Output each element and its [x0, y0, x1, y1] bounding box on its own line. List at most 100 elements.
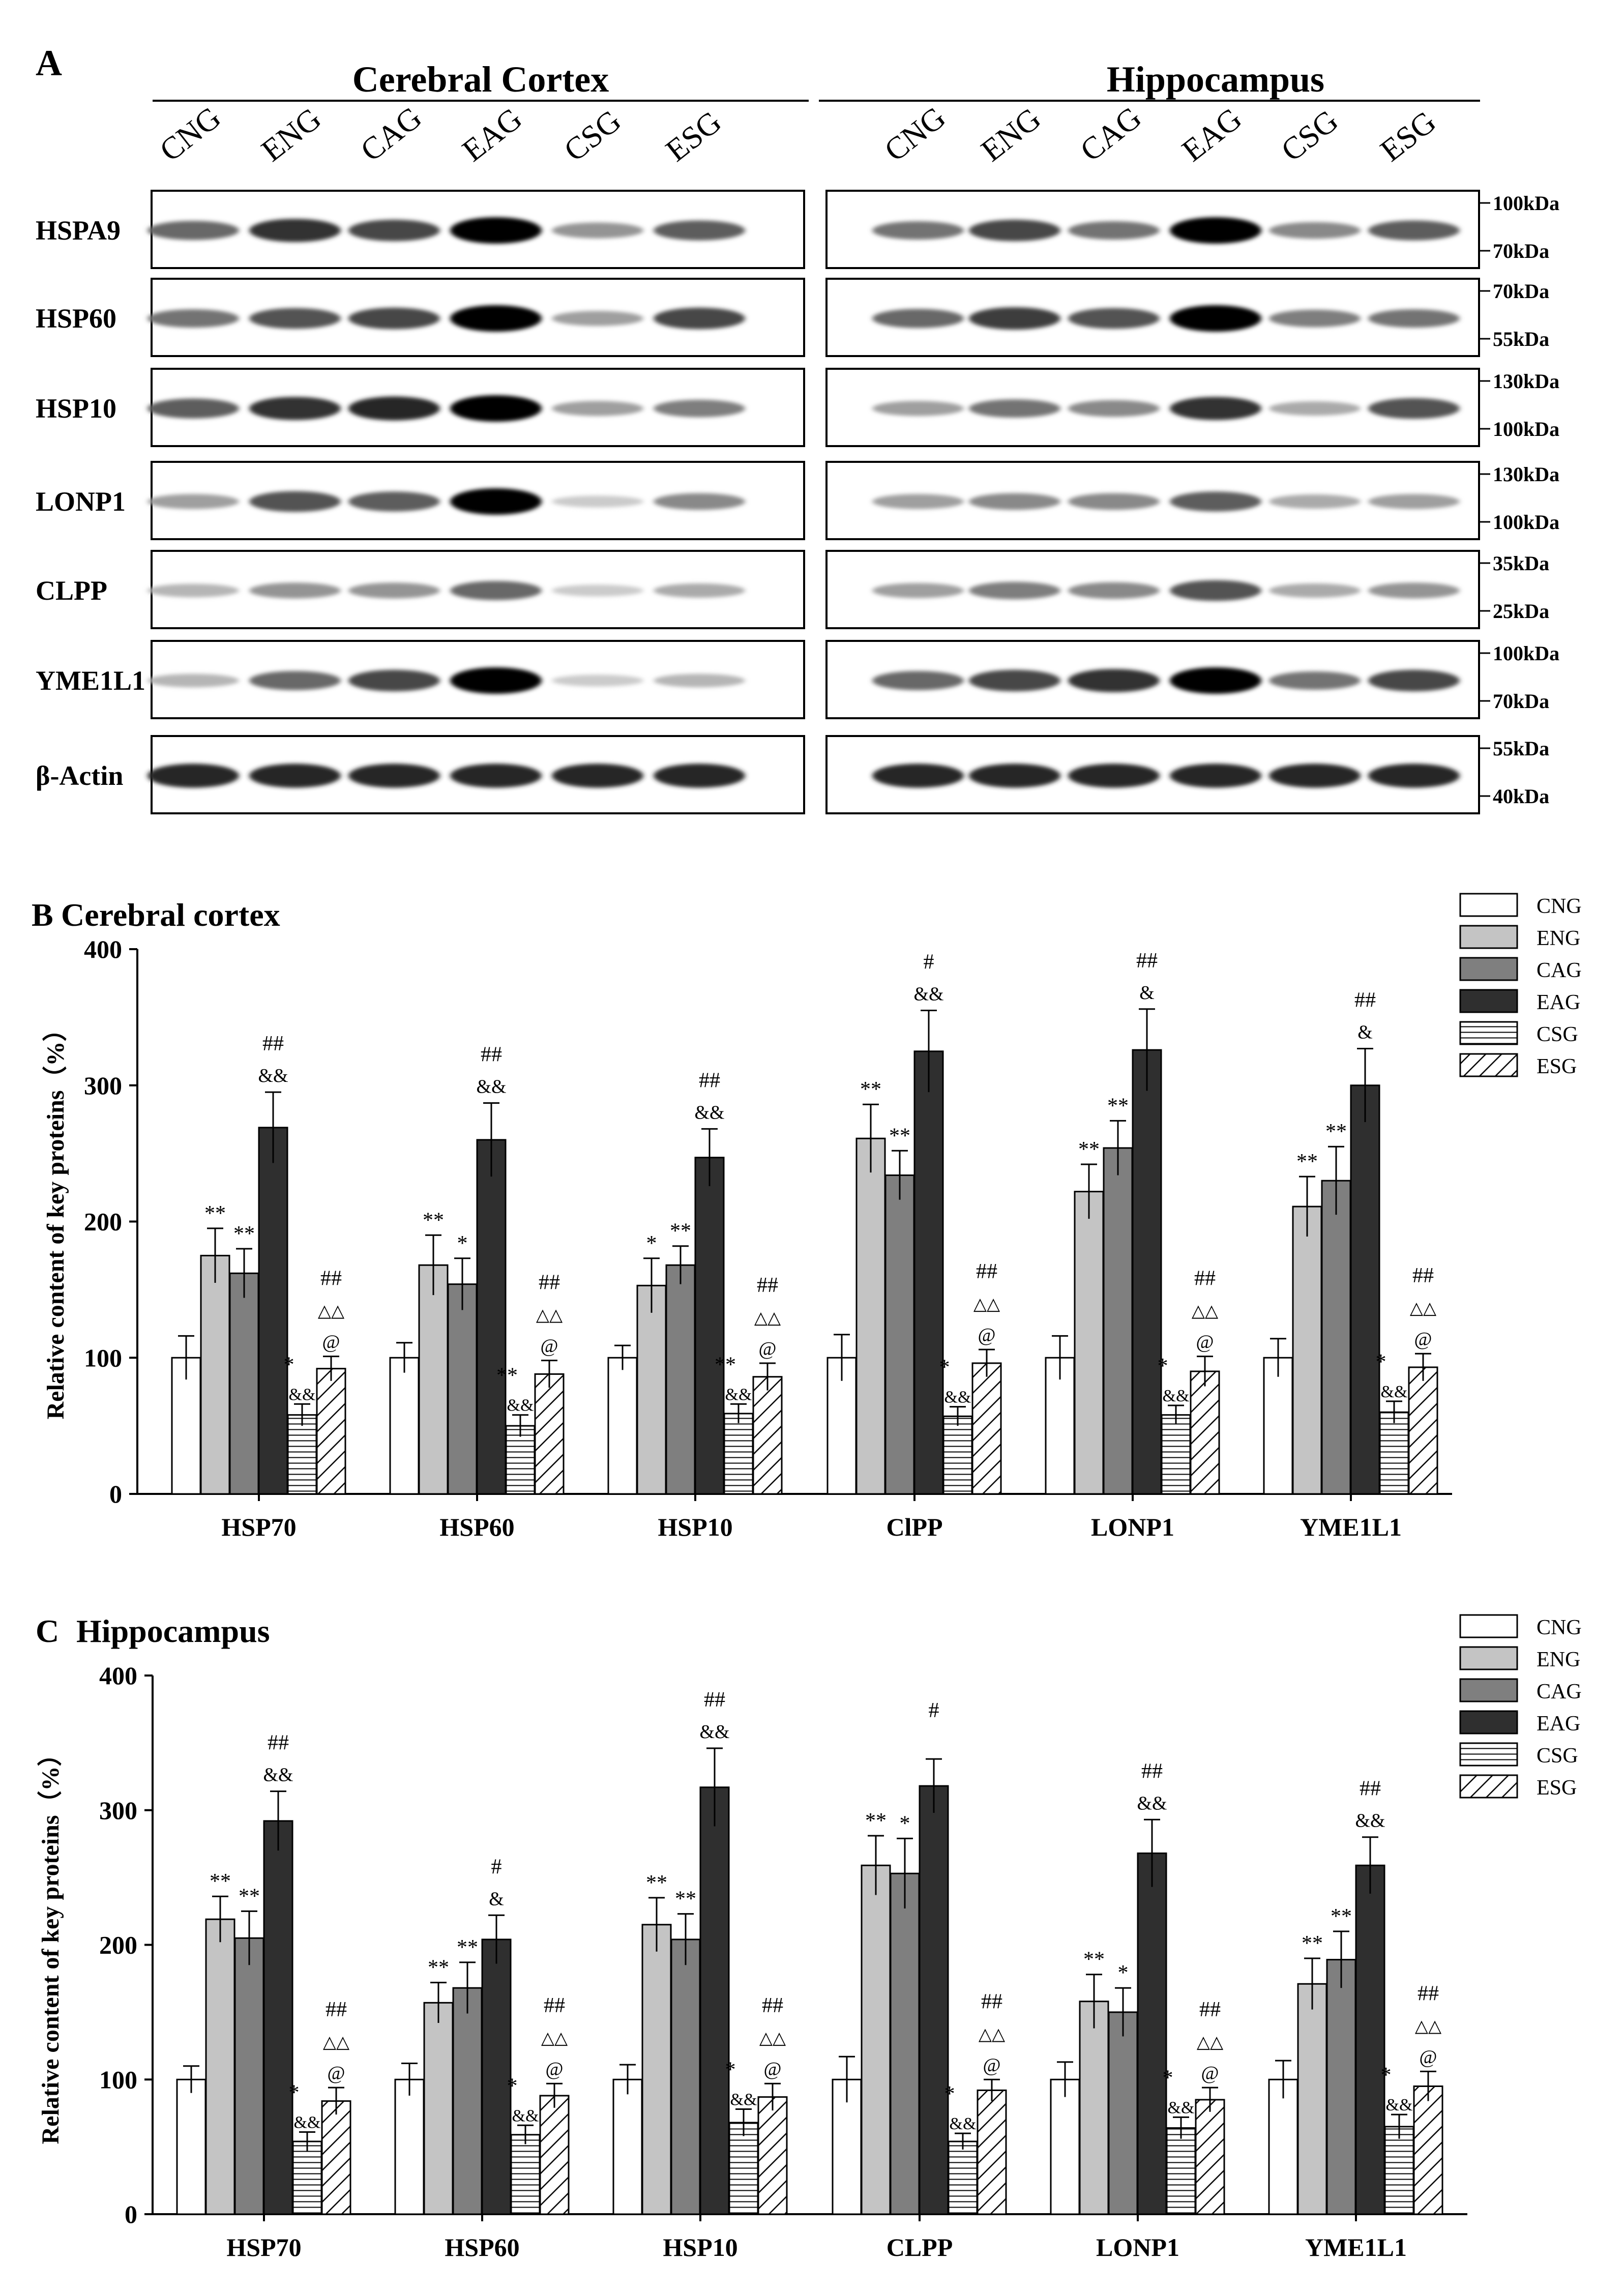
bar [607, 1357, 638, 1495]
significance-label: ## [1199, 1998, 1221, 2021]
significance-label: △△ [759, 2029, 786, 2048]
blot-protein-label: HSP10 [36, 393, 116, 424]
x-tick-label: LONP1 [1091, 1513, 1174, 1541]
lane-label-hippocampus: CAG [1074, 100, 1148, 168]
bar [757, 2096, 788, 2215]
significance-label: ** [239, 1885, 260, 1908]
bar [665, 1264, 696, 1495]
significance-label: ** [457, 1936, 478, 1959]
significance-label: * [944, 2082, 955, 2106]
panel-b-title: Cerebral cortex [61, 897, 280, 933]
blot-row: HSP10 130kDa 100kDa [36, 368, 1559, 447]
x-tick-label: ClPP [886, 1513, 942, 1541]
significance-label: ## [1136, 949, 1158, 973]
blot-protein-label: CLPP [36, 575, 107, 606]
band-hippocampus [969, 763, 1060, 788]
legend-label: CAG [1537, 959, 1582, 982]
panel-b-label: B [32, 897, 53, 933]
significance-label: ** [423, 1209, 444, 1232]
bar [476, 1139, 507, 1495]
significance-label: @ [322, 1332, 340, 1353]
band-cortex [450, 581, 542, 600]
lane-label-hippocampus: ENG [975, 101, 1047, 168]
band-hippocampus [969, 581, 1060, 600]
panel-c-title: Hippocampus [76, 1613, 270, 1649]
bar [855, 1137, 886, 1495]
lane-label-cortex: CSG [558, 103, 628, 168]
significance-label: && [512, 2106, 539, 2125]
band-cortex [654, 493, 745, 510]
band-cortex [450, 305, 542, 332]
bar [1195, 2099, 1225, 2215]
panel-b-ylabel: Relative content of key proteins（%） [42, 1017, 69, 1419]
band-hippocampus [1068, 493, 1160, 510]
bar [641, 1924, 672, 2215]
mw-marker-label: 70kDa [1493, 240, 1549, 262]
band-cortex [654, 673, 745, 688]
legend-swatch [1459, 893, 1518, 917]
significance-label: △△ [323, 2033, 350, 2052]
blot-protein-label: β-Actin [36, 760, 123, 791]
band-cortex [147, 494, 239, 509]
bar [1190, 1370, 1220, 1495]
band-hippocampus [1269, 309, 1361, 328]
western-blot-panel: A Cerebral Cortex Hippocampus CNG ENG CAG E… [36, 43, 1559, 814]
band-hippocampus [1068, 763, 1160, 788]
band-hippocampus [1170, 763, 1261, 788]
band-cortex [249, 582, 341, 599]
significance-label: * [284, 1353, 294, 1376]
significance-label: ** [670, 1220, 691, 1243]
significance-label: ## [1418, 1982, 1439, 2005]
bar [1166, 2127, 1196, 2215]
bar [1137, 1852, 1167, 2215]
significance-label: * [1376, 1350, 1386, 1374]
x-tick-label: YME1L1 [1305, 2233, 1407, 2261]
significance-label: && [1381, 1383, 1408, 1401]
significance-label: △△ [318, 1302, 345, 1321]
band-cortex [249, 219, 341, 242]
region-label-hippocampus: Hippocampus [1107, 59, 1324, 100]
band-cortex [552, 763, 643, 788]
bar [1350, 1084, 1380, 1495]
blot-row: YME1L1 100kDa 70kDa [36, 640, 1559, 719]
bar [452, 1987, 483, 2215]
band-cortex [450, 488, 542, 515]
significance-label: @ [983, 2054, 1001, 2076]
chart-c-legend: CNG ENG CAG EAG CSG ESG [1459, 1614, 1582, 1800]
bar [423, 2002, 454, 2215]
band-hippocampus [1368, 220, 1460, 241]
bar [948, 2140, 978, 2215]
band-cortex [654, 583, 745, 598]
y-tick-label: 400 [84, 935, 122, 963]
legend-swatch [1459, 989, 1518, 1013]
significance-label: ** [1078, 1138, 1100, 1161]
significance-label: ## [981, 1990, 1002, 2013]
bar [884, 1174, 915, 1495]
significance-label: & [1357, 1021, 1373, 1043]
bar [1413, 2085, 1443, 2215]
bar [1132, 1049, 1162, 1495]
band-hippocampus [1368, 398, 1460, 419]
significance-label: ** [1083, 1948, 1105, 1972]
bar [1321, 1180, 1351, 1495]
x-tick-label: HSP60 [445, 2233, 519, 2261]
y-tick-label: 200 [99, 1931, 137, 1959]
significance-label: ** [1325, 1120, 1347, 1143]
significance-label: ## [1360, 1777, 1381, 1801]
significance-label: ** [889, 1124, 910, 1148]
significance-label: @ [978, 1325, 996, 1346]
significance-label: & [489, 1888, 504, 1909]
legend-swatch [1459, 1053, 1518, 1077]
bar [723, 1413, 754, 1495]
x-tick-label: HSP60 [439, 1513, 514, 1541]
band-hippocampus [1170, 667, 1261, 694]
significance-label: ## [544, 1994, 565, 2017]
band-cortex [450, 667, 542, 694]
blot-row: HSP60 70kDa 55kDa [36, 278, 1549, 357]
significance-label: ## [320, 1267, 342, 1290]
legend-swatch [1459, 1774, 1518, 1799]
chart-b-plot: 0100200300400HSP70****&&##&&*@△△##HSP60*… [84, 935, 1452, 1541]
bar [539, 2095, 570, 2215]
band-hippocampus [1368, 309, 1460, 328]
